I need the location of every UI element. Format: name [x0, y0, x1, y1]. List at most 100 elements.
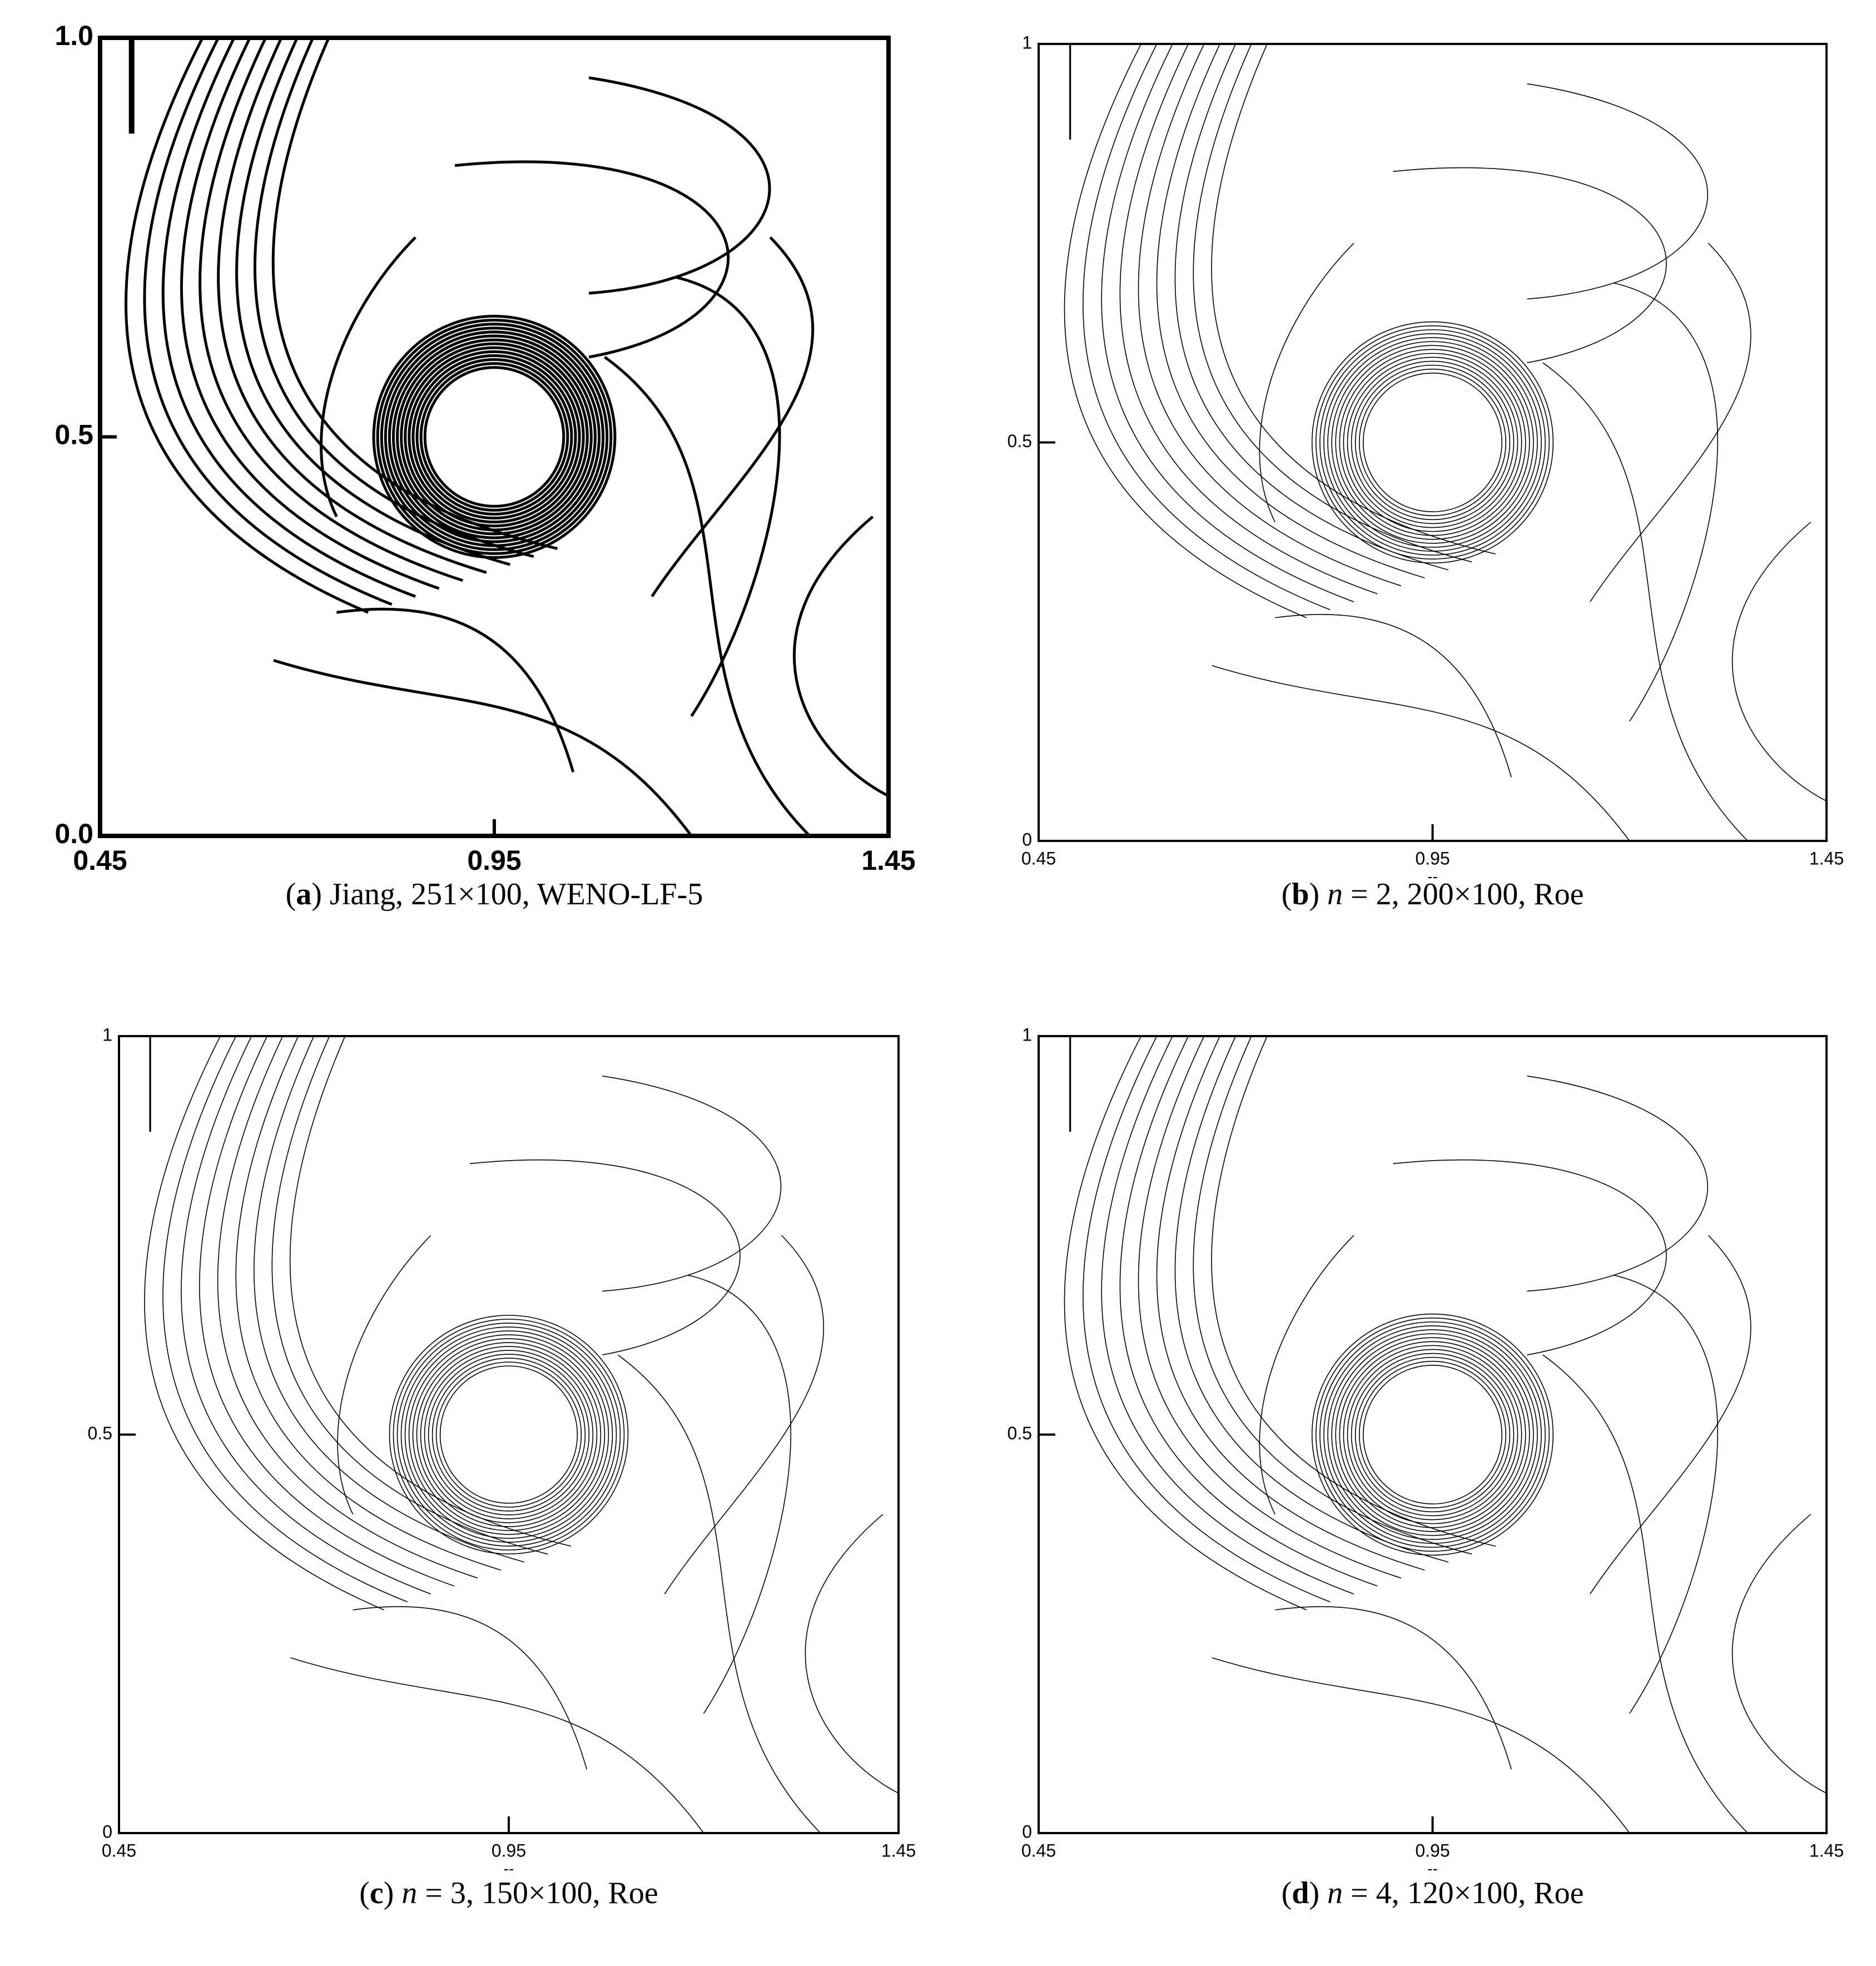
- contour-line: [1354, 1356, 1511, 1513]
- contour-line: [336, 607, 575, 772]
- contour-line: [604, 355, 811, 837]
- contour-line: [423, 366, 565, 508]
- caption: (d) n = 4, 120×100, Roe: [1282, 1876, 1584, 1910]
- caption: (a) Jiang, 251×100, WENO-LF-5: [286, 877, 703, 912]
- contour-line: [391, 334, 597, 539]
- contour-line: [400, 1326, 617, 1543]
- contour-line: [688, 1275, 792, 1714]
- y-tick-label: 0: [1022, 829, 1032, 849]
- contour-line: [1339, 1341, 1526, 1528]
- x-tick-label: 0.45: [1021, 848, 1056, 868]
- y-tick-label: 1: [102, 1024, 112, 1044]
- contour-line: [1315, 325, 1550, 560]
- contour-line: [289, 1036, 572, 1547]
- contour-line: [271, 1036, 548, 1555]
- x-tick-label: 1.45: [1809, 848, 1844, 868]
- y-tick-label: 0: [102, 1821, 112, 1841]
- x-tick-label: 1.45: [861, 845, 915, 876]
- contour-line: [1138, 43, 1402, 587]
- contour-line: [469, 1159, 741, 1355]
- contour-line: [396, 1323, 621, 1547]
- contour-line: [1614, 283, 1718, 722]
- x-tick-label: 0.95: [467, 845, 521, 876]
- contour-line: [198, 37, 464, 582]
- contour-line: [1156, 43, 1425, 578]
- contour-line: [396, 338, 593, 536]
- contour-line: [1083, 43, 1331, 611]
- contour-line: [143, 37, 393, 606]
- contour-line: [400, 342, 589, 532]
- plot-frame: [1038, 43, 1828, 842]
- contour-line: [161, 37, 416, 598]
- contour-line: [1339, 349, 1526, 536]
- contour-line: [1327, 337, 1538, 548]
- contour-line: [435, 1361, 582, 1508]
- contour-line: [235, 37, 511, 566]
- caption-part: ): [384, 1876, 402, 1910]
- contour-line: [1363, 1365, 1502, 1504]
- contour-line: [1393, 1159, 1667, 1355]
- contour-line: [235, 1036, 502, 1571]
- y-tick-label: 0.5: [1008, 431, 1032, 451]
- contour-line: [253, 37, 534, 558]
- contour-line: [1527, 1075, 1708, 1292]
- x-tick-label: 0.95: [1415, 848, 1450, 868]
- caption-part: n: [401, 1876, 417, 1910]
- contour-line: [162, 1036, 408, 1603]
- contour-line: [1363, 373, 1502, 512]
- contour-line: [376, 319, 613, 555]
- contour-line: [1119, 43, 1378, 595]
- contour-line: [1174, 1036, 1449, 1563]
- contour-line: [415, 358, 573, 516]
- contour-line: [199, 1036, 455, 1587]
- contour-line: [1731, 1514, 1827, 1794]
- y-tick-label: 0: [1022, 1821, 1032, 1841]
- x-tick-label: 0.45: [73, 845, 127, 876]
- y-tick-label: 0.5: [54, 419, 93, 450]
- contour-line: [404, 1330, 613, 1539]
- contour-line: [404, 346, 585, 528]
- contour-line: [1323, 1325, 1542, 1544]
- contour-line: [1542, 1354, 1748, 1834]
- caption: (b) n = 2, 200×100, Roe: [1282, 877, 1584, 912]
- caption-part: = 3, 150×100, Roe: [417, 1876, 658, 1910]
- contour-line: [416, 1342, 602, 1527]
- contour-line: [1274, 614, 1512, 778]
- contour-line: [408, 1334, 609, 1535]
- y-tick-label: 0.0: [54, 818, 93, 849]
- contour-line: [1274, 1606, 1512, 1770]
- y-tick-label: 1: [1022, 1024, 1032, 1044]
- contour-line: [125, 37, 369, 614]
- contour-line: [617, 1354, 821, 1834]
- contour-line: [1212, 1657, 1630, 1834]
- contour-line: [1393, 167, 1667, 363]
- contour-line: [428, 1354, 590, 1516]
- contour-line: [388, 330, 601, 543]
- contour-line: [1174, 43, 1449, 571]
- contour-line: [1193, 1036, 1472, 1555]
- x-axis-label: --: [1427, 868, 1438, 885]
- y-tick-label: 1.0: [54, 20, 93, 51]
- caption-part: = 2, 200×100, Roe: [1343, 877, 1584, 912]
- caption-part: c: [370, 1876, 384, 1910]
- contour-line: [439, 1365, 578, 1504]
- caption-part: a: [296, 877, 311, 912]
- contour-line: [1315, 1317, 1550, 1552]
- contour-line: [1527, 83, 1708, 300]
- caption-part: (: [1282, 877, 1292, 912]
- contour-line: [424, 1350, 594, 1519]
- caption-part: ): [1309, 877, 1327, 912]
- caption-part: n: [1327, 1876, 1343, 1910]
- plot-frame: [118, 1035, 900, 1834]
- caption-part: n: [1327, 877, 1343, 912]
- plot-frame: [1038, 1035, 1828, 1834]
- contour-line: [420, 1346, 598, 1523]
- contour-line: [1542, 362, 1748, 841]
- x-tick-label: 1.45: [881, 1840, 916, 1860]
- contour-line: [651, 236, 815, 597]
- contour-line: [1311, 321, 1554, 564]
- contour-line: [411, 354, 577, 520]
- contour-line: [353, 1606, 587, 1770]
